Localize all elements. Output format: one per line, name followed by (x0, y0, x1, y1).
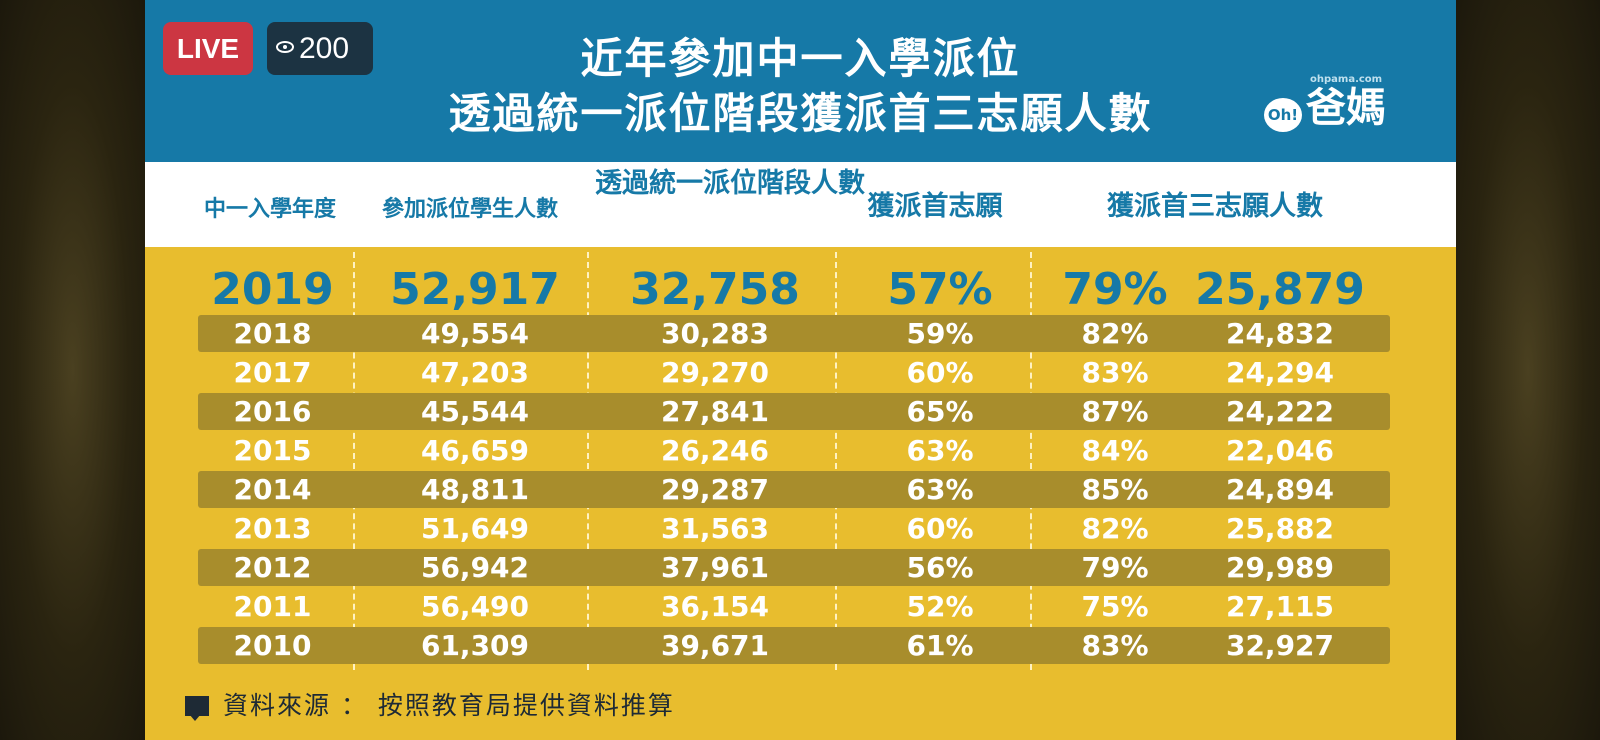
cell-students: 45,544 (420, 395, 530, 428)
cell-first-choice: 63% (906, 434, 974, 467)
cell-year: 2016 (233, 395, 312, 428)
highlight-top3-percent: 79% (1062, 264, 1168, 315)
cell-central: 39,671 (660, 629, 770, 662)
cell-top3-percent: 75% (1081, 590, 1149, 623)
cell-year: 2011 (233, 590, 312, 623)
cell-central: 27,841 (660, 395, 770, 428)
cell-top3-count: 24,294 (1225, 356, 1335, 389)
logo-url: ohpama.com (1310, 74, 1383, 85)
video-side-background-left (0, 0, 145, 740)
cell-central: 29,287 (660, 473, 770, 506)
cell-first-choice: 61% (906, 629, 974, 662)
cell-students: 47,203 (420, 356, 530, 389)
cell-students: 56,490 (420, 590, 530, 623)
cell-first-choice: 65% (906, 395, 974, 428)
viewer-count: 200 (299, 32, 350, 65)
cell-central: 31,563 (660, 512, 770, 545)
column-divider (1030, 252, 1032, 670)
header-year: 中一入學年度 (203, 197, 336, 222)
live-badge: LIVE (163, 22, 253, 75)
cell-top3-count: 24,832 (1225, 317, 1335, 350)
cell-top3-percent: 83% (1081, 629, 1149, 662)
highlight-first-choice: 57% (887, 264, 993, 315)
cell-top3-count: 22,046 (1225, 434, 1335, 467)
table-header-row (145, 162, 1456, 247)
cell-top3-count: 29,989 (1225, 551, 1335, 584)
highlight-students: 52,917 (390, 264, 560, 315)
cell-top3-percent: 82% (1081, 512, 1149, 545)
cell-top3-percent: 84% (1081, 434, 1149, 467)
eye-icon (276, 41, 294, 53)
cell-year: 2014 (233, 473, 312, 506)
cell-first-choice: 63% (906, 473, 974, 506)
table-row-stripe (198, 549, 1390, 586)
cell-year: 2018 (233, 317, 312, 350)
slide-title-line2: 透過統一派位階段獲派首三志願人數 (448, 89, 1153, 138)
cell-top3-percent: 79% (1081, 551, 1149, 584)
cell-first-choice: 59% (906, 317, 974, 350)
cell-top3-count: 25,882 (1225, 512, 1335, 545)
cell-first-choice: 60% (906, 356, 974, 389)
ohpama-logo: ohpama.com Oh! 爸媽 (1262, 74, 1410, 140)
cell-top3-count: 24,222 (1225, 395, 1335, 428)
table-row-stripe (198, 393, 1390, 430)
column-divider (835, 252, 837, 670)
cell-top3-percent: 82% (1081, 317, 1149, 350)
cell-students: 61,309 (420, 629, 530, 662)
cell-students: 56,942 (420, 551, 530, 584)
highlight-central: 32,758 (630, 264, 800, 315)
cell-year: 2012 (233, 551, 312, 584)
cell-central: 30,283 (660, 317, 770, 350)
cell-year: 2010 (233, 629, 312, 662)
cell-students: 49,554 (420, 317, 530, 350)
cell-top3-percent: 87% (1081, 395, 1149, 428)
comment-icon-tail (189, 714, 201, 721)
column-divider (587, 252, 589, 670)
cell-top3-count: 24,894 (1225, 473, 1335, 506)
cell-students: 46,659 (420, 434, 530, 467)
table-row-stripe (198, 471, 1390, 508)
eye-icon-pupil (283, 45, 287, 49)
cell-top3-count: 32,927 (1225, 629, 1335, 662)
header-students: 參加派位學生人數 (381, 197, 558, 222)
highlight-top3-count: 25,879 (1195, 264, 1365, 315)
header-top3-choices: 獲派首三志願人數 (1107, 191, 1323, 222)
highlight-year: 2019 (211, 264, 334, 315)
header-first-choice: 獲派首志願 (867, 191, 1003, 222)
viewer-count-badge: 200 (267, 22, 373, 75)
cell-students: 51,649 (420, 512, 530, 545)
logo-oh-bubble: Oh! (1264, 98, 1302, 132)
cell-first-choice: 56% (906, 551, 974, 584)
cell-students: 48,811 (420, 473, 530, 506)
cell-central: 37,961 (660, 551, 770, 584)
logo-text: 爸媽 (1306, 85, 1386, 131)
cell-central: 26,246 (660, 434, 770, 467)
cell-year: 2017 (233, 356, 312, 389)
video-side-background-right (1456, 0, 1600, 740)
slide-table: 近年參加中一入學派位 透過統一派位階段獲派首三志願人數 ohpama.com O… (145, 0, 1456, 740)
cell-top3-percent: 83% (1081, 356, 1149, 389)
cell-first-choice: 52% (906, 590, 974, 623)
slide-title-line1: 近年參加中一入學派位 (580, 34, 1021, 83)
cell-central: 29,270 (660, 356, 770, 389)
cell-top3-percent: 85% (1081, 473, 1149, 506)
cell-first-choice: 60% (906, 512, 974, 545)
cell-top3-count: 27,115 (1225, 590, 1335, 623)
source-text: 資料來源 ： 按照教育局提供資料推算 (223, 691, 675, 720)
cell-year: 2013 (233, 512, 312, 545)
header-central-allocation: 透過統一派位階段人數 (595, 168, 865, 199)
cell-central: 36,154 (660, 590, 770, 623)
table-row-stripe (198, 627, 1390, 664)
table-row-stripe (198, 315, 1390, 352)
cell-year: 2015 (233, 434, 312, 467)
source-footer: 資料來源 ： 按照教育局提供資料推算 (185, 688, 885, 724)
column-divider (353, 252, 355, 670)
comment-icon (185, 696, 209, 716)
